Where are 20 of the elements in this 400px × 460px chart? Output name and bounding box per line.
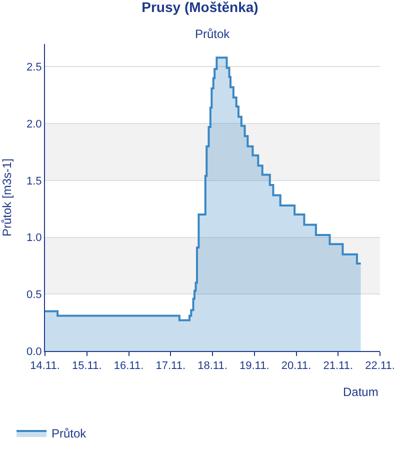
x-axis-title: Datum (343, 385, 378, 399)
y-tick-label: 0.0 (26, 346, 42, 358)
x-tick-label: 21.11. (323, 360, 354, 372)
x-tick-label: 16.11. (114, 360, 144, 372)
y-tick-label: 0.5 (26, 289, 42, 301)
y-tick-label: 1.5 (26, 175, 42, 188)
chart-title: Prusy (Moštěnka) (142, 0, 258, 16)
y-axis-title: Průtok [m3s-1] (0, 158, 14, 237)
x-tick-label: 20.11. (281, 360, 312, 372)
legend-label: Průtok (52, 426, 88, 441)
x-tick-label: 14.11. (30, 360, 60, 372)
x-tick-label: 19.11. (239, 360, 270, 372)
x-tick-label: 18.11. (198, 360, 228, 372)
x-tick-label: 22.11. (365, 360, 395, 372)
y-tick-label: 2.0 (26, 118, 42, 130)
y-tick-label: 2.5 (26, 62, 42, 74)
x-tick-label: 17.11. (156, 360, 186, 372)
y-tick-label: 1.0 (26, 232, 42, 244)
x-tick-label: 15.11. (72, 360, 102, 372)
chart-subtitle: Průtok (195, 27, 231, 41)
